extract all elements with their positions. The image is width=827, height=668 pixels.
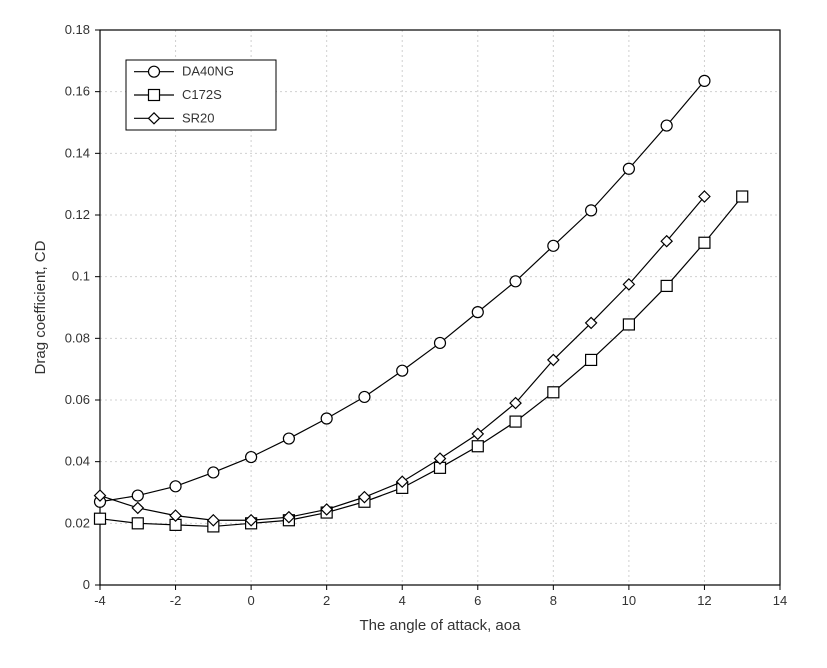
- x-tick-label: 4: [399, 593, 406, 608]
- y-tick-label: 0.04: [65, 454, 90, 469]
- legend-label: SR20: [182, 110, 215, 125]
- y-axis-label: Drag coefficient, CD: [32, 240, 49, 374]
- y-tick-label: 0.18: [65, 22, 90, 37]
- x-tick-label: 12: [697, 593, 711, 608]
- y-tick-label: 0.14: [65, 145, 90, 160]
- x-tick-label: 0: [247, 593, 254, 608]
- x-tick-label: 8: [550, 593, 557, 608]
- y-tick-label: 0.16: [65, 84, 90, 99]
- y-tick-label: 0: [83, 577, 90, 592]
- y-tick-label: 0.1: [72, 269, 90, 284]
- y-tick-label: 0.06: [65, 392, 90, 407]
- x-tick-label: 14: [773, 593, 787, 608]
- y-tick-label: 0.08: [65, 330, 90, 345]
- x-tick-label: -4: [94, 593, 106, 608]
- y-tick-label: 0.02: [65, 515, 90, 530]
- legend-label: C172S: [182, 87, 222, 102]
- x-tick-label: 10: [622, 593, 636, 608]
- y-tick-label: 0.12: [65, 207, 90, 222]
- x-tick-label: -2: [170, 593, 182, 608]
- legend-label: DA40NG: [182, 64, 234, 79]
- x-tick-label: 2: [323, 593, 330, 608]
- legend: DA40NG C172S SR20: [126, 60, 276, 130]
- x-tick-label: 6: [474, 593, 481, 608]
- x-axis-label: The angle of attack, aoa: [360, 617, 522, 634]
- drag-coefficient-chart: -4 -2 0 2 4 6 8 10 12 14 0 0.02 0.04 0.06 0.08 0.1 0.12 0…: [0, 0, 827, 668]
